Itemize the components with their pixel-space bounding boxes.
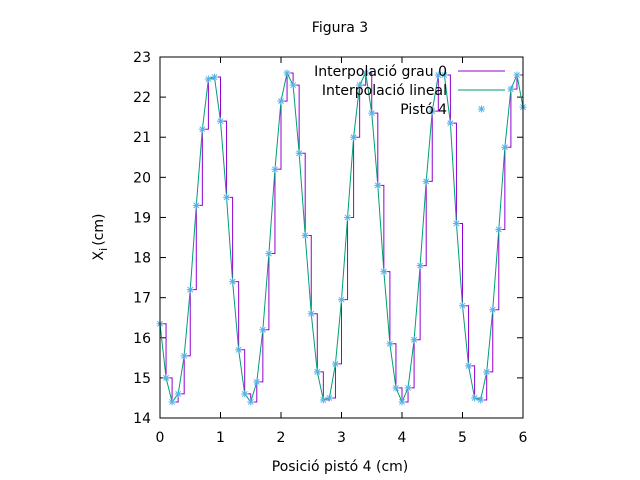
x-axis-label: Posició pistó 4 (cm): [272, 459, 409, 475]
legend-marker: [478, 105, 485, 113]
data-point: [422, 177, 430, 185]
legend-label: Pistó 4: [400, 102, 447, 118]
data-point: [301, 231, 309, 239]
data-point: [186, 286, 194, 294]
chart-title: Figura 3: [312, 20, 368, 36]
data-point: [241, 390, 249, 398]
y-axis-label-main: X: [91, 250, 107, 260]
data-point: [217, 117, 224, 125]
x-tick-label: 5: [458, 430, 467, 446]
x-tick-label: 4: [398, 430, 407, 446]
series-0: [160, 72, 524, 403]
data-point: [180, 352, 188, 360]
data-point: [235, 346, 243, 354]
data-point: [392, 384, 400, 392]
y-axis-label: Xi (cm): [91, 214, 110, 261]
y-axis-label-group: Xi (cm): [91, 214, 110, 261]
data-point: [374, 181, 382, 189]
data-point: [344, 213, 352, 221]
y-axis-label-subscript: i: [97, 248, 110, 251]
data-point: [319, 396, 327, 404]
data-point: [277, 97, 285, 105]
y-axis-label-unit: (cm): [91, 214, 107, 246]
y-tick-label: 14: [133, 411, 151, 427]
x-tick-label: 2: [277, 430, 286, 446]
data-point: [210, 73, 218, 81]
y-tick-label: 20: [133, 170, 151, 186]
data-point: [386, 340, 394, 348]
plot-area: [156, 69, 527, 406]
data-point: [313, 368, 321, 376]
y-tick-label: 15: [133, 371, 151, 387]
data-point: [162, 374, 170, 382]
data-point: [247, 398, 255, 406]
y-tick-label: 18: [133, 251, 151, 267]
data-point: [307, 310, 315, 318]
data-point: [265, 250, 273, 258]
plot-frame: [159, 56, 524, 419]
data-point: [289, 81, 297, 89]
y-tick-label: 22: [133, 90, 151, 106]
x-tick-label: 0: [156, 430, 165, 446]
data-point: [477, 396, 485, 404]
data-point: [416, 262, 424, 270]
y-tick-label: 19: [133, 210, 151, 226]
data-point: [283, 69, 291, 77]
data-point: [410, 336, 418, 344]
y-tick-label: 16: [133, 331, 151, 347]
data-point: [398, 398, 406, 406]
legend-label: Interpolació grau 0: [314, 64, 447, 80]
data-point: [192, 201, 200, 209]
data-point: [338, 296, 345, 304]
x-tick-label: 6: [519, 430, 528, 446]
y-tick-label: 21: [133, 130, 151, 146]
data-point: [489, 306, 497, 314]
data-point: [495, 225, 503, 233]
data-point: [229, 278, 237, 286]
data-point: [434, 71, 442, 79]
data-point: [223, 193, 231, 201]
data-point: [356, 81, 364, 89]
data-point: [446, 119, 454, 127]
x-tick-label: 3: [337, 430, 346, 446]
data-point: [483, 368, 491, 376]
data-point: [459, 302, 466, 310]
data-point: [507, 85, 515, 93]
y-tick-label: 17: [133, 291, 151, 307]
data-point: [295, 149, 303, 157]
data-point: [404, 384, 412, 392]
data-point: [198, 125, 206, 133]
series-2: [156, 69, 527, 406]
data-point: [253, 378, 261, 386]
data-point: [259, 326, 267, 334]
data-point: [452, 219, 460, 227]
data-point: [471, 394, 479, 402]
legend-label: Interpolació lineal: [322, 83, 447, 99]
data-point: [465, 362, 473, 370]
data-point: [362, 69, 370, 77]
data-point: [428, 107, 436, 115]
x-tick-label: 1: [216, 430, 225, 446]
data-point: [168, 398, 176, 406]
data-point: [204, 75, 212, 83]
legend: Interpolació grau 0 Interpolació lineal Pi…: [314, 64, 505, 118]
data-point: [380, 268, 388, 276]
y-tick-label: 23: [133, 50, 151, 66]
data-point: [440, 71, 448, 79]
data-point: [331, 360, 339, 368]
data-point: [368, 109, 376, 117]
data-point: [174, 390, 182, 398]
data-point: [271, 165, 279, 173]
data-point: [325, 394, 333, 402]
data-point: [501, 143, 509, 151]
series-step-line: [160, 72, 524, 403]
data-point: [513, 71, 521, 79]
data-point: [350, 133, 358, 141]
